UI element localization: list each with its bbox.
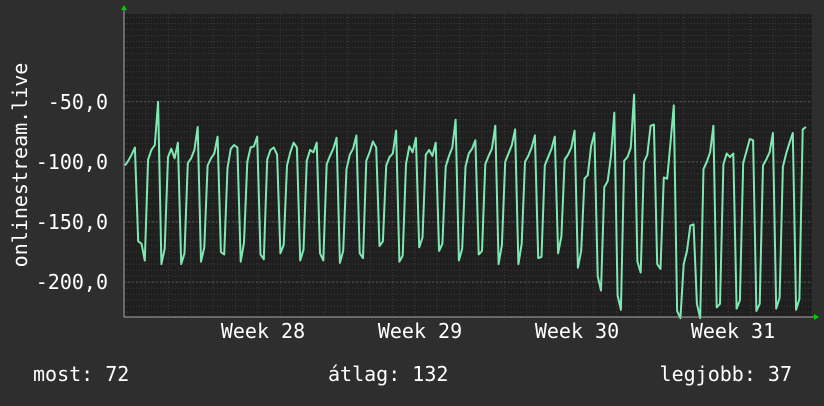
- x-tick-label: Week 30: [535, 319, 619, 343]
- y-tick-label: -200,0: [36, 270, 108, 294]
- y-tick-label: -50,0: [48, 90, 108, 114]
- y-axis-arrow-icon: [121, 5, 127, 10]
- y-tick-label: -100,0: [36, 150, 108, 174]
- axes: [121, 5, 819, 320]
- series-line: [124, 93, 807, 320]
- tick-labels: -50,0 -100,0 -150,0 -200,0 Week 28 Week 29 Wee…: [36, 90, 775, 343]
- x-tick-label: Week 31: [691, 319, 775, 343]
- x-tick-label: Week 29: [378, 319, 462, 343]
- y-axis-label: onlinestream.live: [8, 63, 32, 268]
- series-layer: [124, 93, 807, 320]
- stat-best: legjobb: 37: [659, 362, 792, 386]
- stat-current: most: 72: [33, 362, 130, 386]
- stat-average: átlag: 132: [328, 362, 449, 386]
- x-axis-arrow-icon: [814, 314, 819, 320]
- y-tick-label: -150,0: [36, 210, 108, 234]
- x-tick-label: Week 28: [221, 319, 305, 343]
